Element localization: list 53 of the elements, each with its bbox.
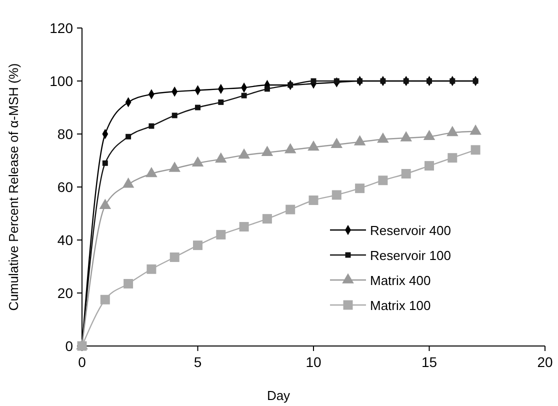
point [102, 160, 108, 166]
point [448, 153, 458, 163]
point [426, 78, 432, 84]
point [380, 78, 386, 84]
point [334, 78, 340, 84]
point [401, 169, 411, 178]
y-tick-label: 60 [57, 179, 74, 195]
x-tick-label: 5 [194, 354, 202, 370]
point [424, 161, 434, 171]
y-axis-title: Cumulative Percent Release of α-MSH (%) [6, 63, 21, 311]
y-tick-label: 120 [50, 20, 74, 36]
point [100, 294, 110, 304]
point [124, 278, 134, 288]
legend-label: Matrix 100 [370, 298, 431, 313]
point [332, 190, 342, 200]
point [472, 78, 478, 84]
point [403, 78, 409, 84]
point [241, 92, 247, 98]
point [288, 82, 294, 88]
point [170, 252, 180, 262]
point [239, 222, 249, 232]
y-tick-label: 0 [65, 338, 74, 354]
y-tick-label: 40 [57, 232, 74, 248]
point [286, 204, 296, 214]
legend-label: Reservoir 100 [370, 248, 451, 263]
x-axis-title: Day [266, 388, 291, 403]
point [378, 176, 388, 186]
point [357, 78, 363, 84]
point [264, 86, 270, 92]
x-tick-label: 0 [78, 354, 86, 370]
point [262, 214, 272, 224]
point [218, 99, 224, 105]
point [216, 230, 226, 240]
point [122, 178, 134, 188]
x-tick-label: 10 [306, 354, 322, 370]
y-tick-label: 20 [57, 285, 74, 301]
point [470, 145, 480, 155]
point [195, 104, 200, 110]
y-tick-label: 100 [50, 73, 74, 89]
x-tick-label: 15 [421, 354, 438, 370]
point [172, 112, 178, 118]
point [126, 134, 132, 140]
point [146, 264, 156, 274]
point [450, 78, 456, 84]
legend-label: Matrix 400 [370, 273, 431, 288]
legend-label: Reservoir 400 [370, 223, 451, 238]
point [148, 123, 154, 129]
x-tick-label: 20 [537, 354, 553, 370]
point [377, 132, 389, 143]
point [355, 184, 365, 194]
y-tick-label: 80 [57, 126, 74, 142]
point [193, 240, 202, 250]
point [308, 196, 318, 205]
